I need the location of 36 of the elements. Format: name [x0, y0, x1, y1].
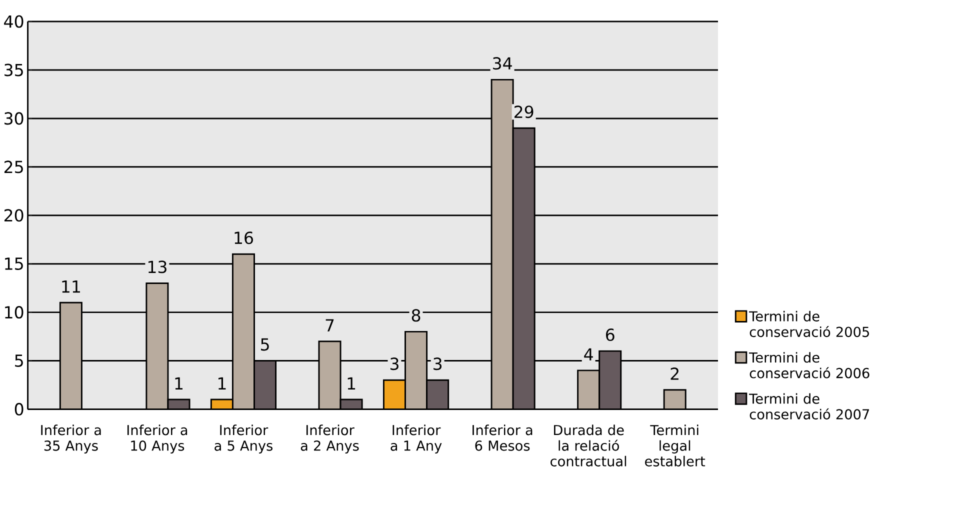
x-tick-label: Inferior a 2 Anys — [300, 424, 359, 454]
data-label: 6 — [606, 328, 614, 341]
data-label: 29 — [514, 105, 534, 118]
x-tick-label: Inferior a 10 Anys — [127, 424, 188, 454]
data-label: 34 — [493, 57, 512, 70]
data-label: 3 — [390, 357, 398, 370]
y-tick-label: 0 — [14, 402, 24, 416]
x-tick-label: Inferior a 6 Mesos — [472, 424, 532, 451]
data-label: 7 — [326, 319, 334, 332]
legend-label: Termini de conservació 2007 — [749, 393, 869, 420]
y-tick-label: 40 — [4, 15, 24, 28]
data-label: 5 — [261, 338, 269, 351]
x-tick-label: Inferior a 5 Anys — [214, 424, 272, 454]
y-tick-label: 15 — [5, 258, 23, 270]
data-label: 3 — [434, 357, 442, 370]
data-label: 1 — [348, 377, 356, 390]
data-label: 2 — [670, 367, 678, 380]
data-label: 1 — [218, 377, 226, 390]
y-tick-label: 20 — [4, 209, 24, 222]
x-tick-label: Termini legal establert — [645, 424, 706, 466]
x-tick-label: Durada de la relació contractual — [550, 424, 626, 466]
data-label: 16 — [234, 231, 253, 244]
data-label: 4 — [584, 348, 593, 360]
x-tick-label: Inferior a 35 Anys — [41, 424, 101, 454]
y-tick-label: 35 — [4, 64, 23, 76]
y-tick-label: 5 — [15, 354, 23, 367]
legend-label: Termini de conservació 2005 — [749, 310, 869, 337]
y-tick-label: 30 — [4, 112, 24, 125]
data-label: 11 — [62, 280, 80, 292]
data-label: 8 — [412, 309, 420, 322]
data-label: 1 — [175, 377, 182, 390]
y-tick-label: 10 — [5, 306, 24, 318]
y-tick-label: 25 — [4, 160, 23, 174]
data-label: 13 — [148, 260, 166, 274]
x-tick-label: Inferior a 1 Any — [390, 424, 442, 454]
legend-label: Termini de conservació 2006 — [749, 352, 870, 378]
